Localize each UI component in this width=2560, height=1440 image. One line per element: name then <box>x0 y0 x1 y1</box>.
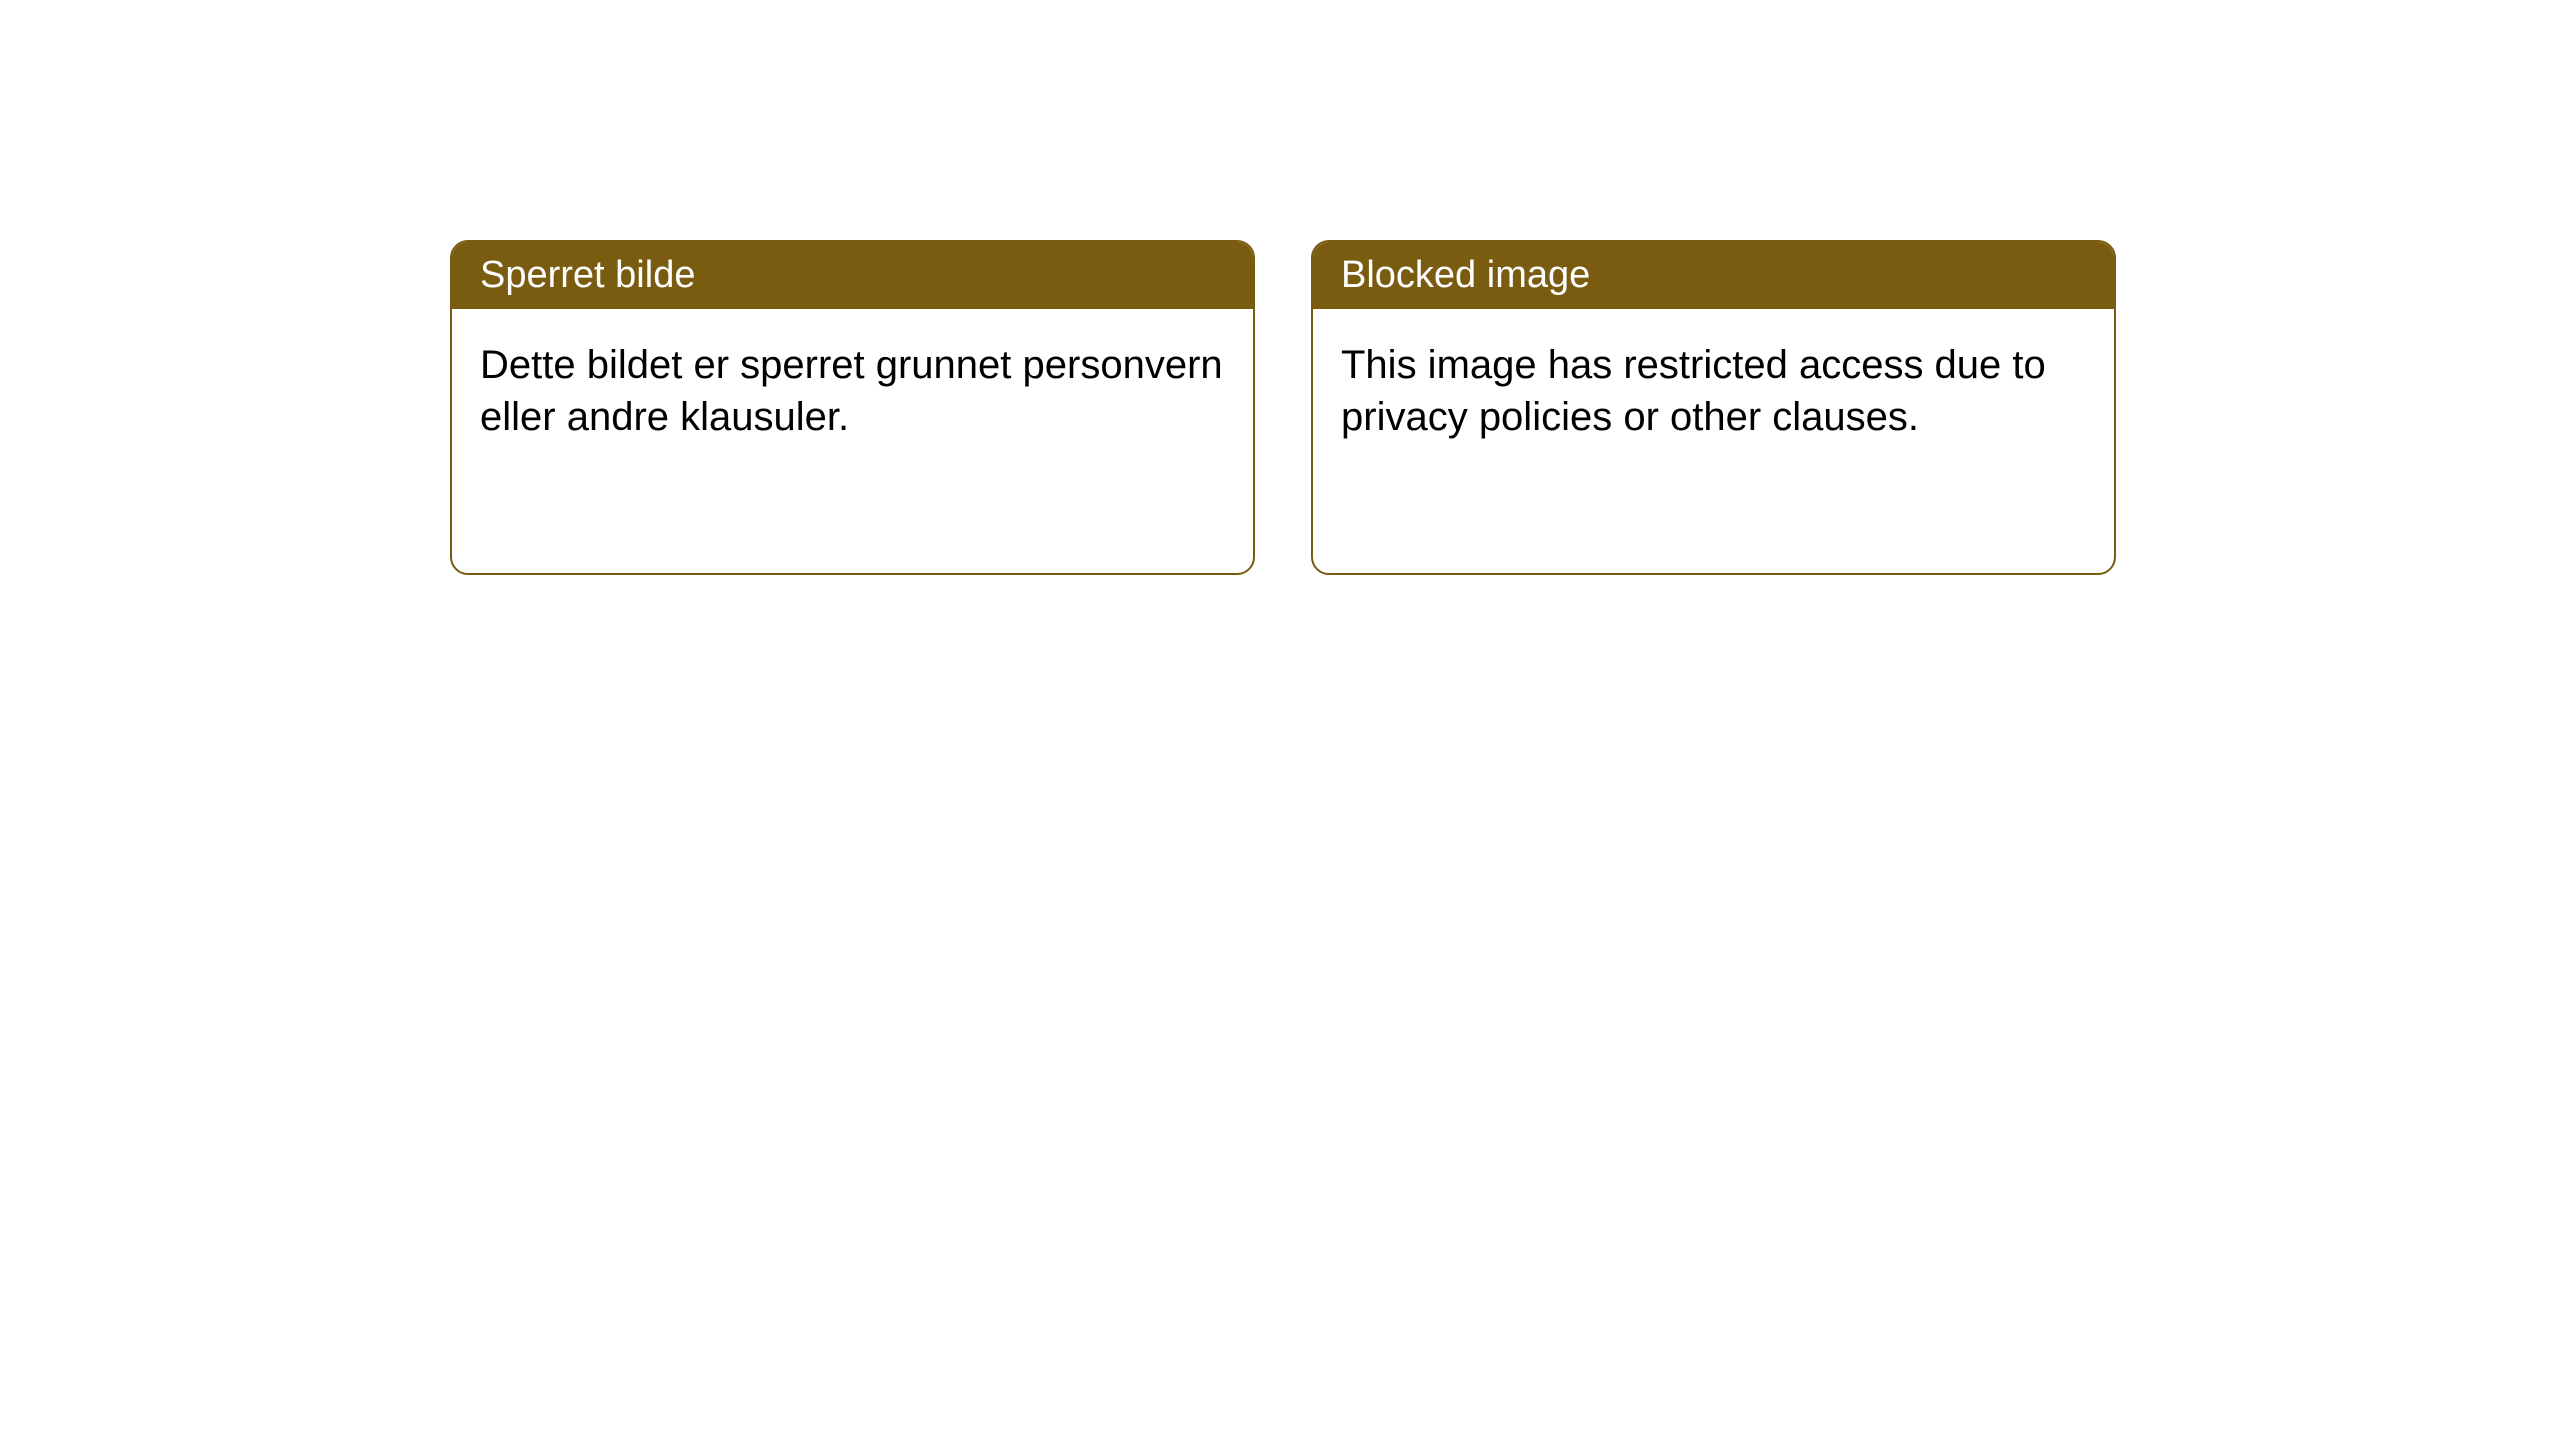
card-title: Blocked image <box>1341 254 1590 296</box>
notice-card-english: Blocked image This image has restricted … <box>1311 240 2116 575</box>
card-body-text: This image has restricted access due to … <box>1341 343 2046 439</box>
card-body: Dette bildet er sperret grunnet personve… <box>452 309 1253 473</box>
card-body: This image has restricted access due to … <box>1313 309 2114 473</box>
card-body-text: Dette bildet er sperret grunnet personve… <box>480 343 1223 439</box>
card-header: Sperret bilde <box>452 242 1253 309</box>
card-title: Sperret bilde <box>480 254 695 296</box>
notice-card-norwegian: Sperret bilde Dette bildet er sperret gr… <box>450 240 1255 575</box>
card-header: Blocked image <box>1313 242 2114 309</box>
notice-container: Sperret bilde Dette bildet er sperret gr… <box>0 0 2560 575</box>
